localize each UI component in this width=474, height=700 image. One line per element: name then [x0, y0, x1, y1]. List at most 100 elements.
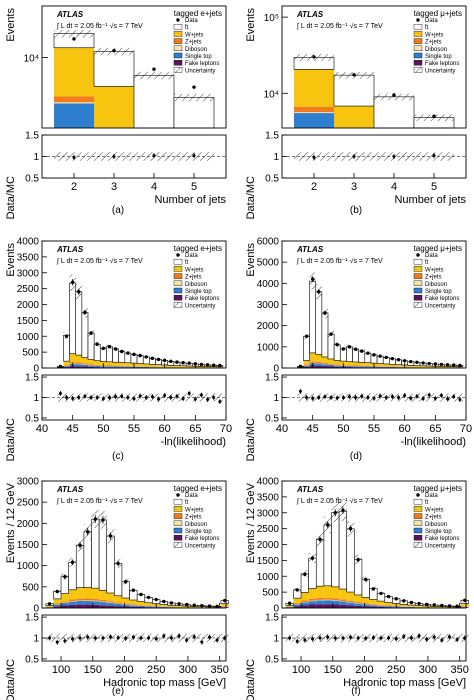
ratio-point [378, 394, 382, 398]
bar-singletop [112, 366, 119, 368]
bar-zjets [358, 365, 365, 367]
panel-c: 0 500 1000 1500 2000 2500 3000 3500 4000 0.5 1 1.5 4… [5, 237, 232, 463]
bar-diboson [91, 600, 100, 602]
bar-zjets [75, 362, 82, 364]
bar-singletop [114, 603, 122, 607]
ratio-point [341, 396, 345, 399]
bar-singletop [460, 606, 469, 608]
bar-fakeleptons [61, 605, 69, 608]
data-point [347, 345, 352, 349]
bar-tt [112, 348, 119, 363]
bar-wjets [210, 366, 217, 368]
legend-swatch-uncertainty [173, 67, 183, 73]
bar-singletop [68, 601, 77, 605]
ratio-point [192, 154, 196, 158]
ratio-point [101, 397, 105, 401]
bar-wjets [315, 354, 322, 362]
uncertainty-band [54, 30, 94, 38]
bar-fakeleptons [129, 606, 138, 608]
ratio-tick-label: 1 [273, 634, 279, 645]
legend-label: Data [185, 18, 198, 24]
bar-tt [81, 312, 89, 358]
legend-swatch [173, 259, 183, 265]
bar-tt [354, 559, 363, 596]
y-tick-label: 4000 [257, 279, 280, 290]
data-point [417, 601, 421, 606]
data-point [156, 357, 161, 362]
bar-wjets [118, 362, 125, 366]
data-point [432, 603, 436, 607]
bar-singletop [377, 366, 384, 368]
ratio-point [95, 396, 99, 399]
data-point [55, 589, 59, 594]
x-tick-label: 70 [220, 423, 232, 435]
ratio-point [288, 636, 292, 640]
bar-wjets [407, 605, 416, 607]
lumi-label: ∫ L dt = 2.05 fb⁻¹ √s = 7 TeV [56, 497, 143, 505]
data-point [394, 597, 398, 601]
legend-label: Data [425, 493, 438, 499]
bar-tt [133, 75, 175, 129]
ratio-point [349, 635, 353, 639]
bar-wjets [149, 364, 156, 367]
bar-wjets [216, 366, 223, 368]
data-point [85, 530, 90, 534]
x-axis-label: Hadronic top mass [GeV] [343, 677, 466, 689]
legend-swatch [413, 295, 423, 301]
y-tick-label: 4000 [17, 237, 40, 248]
bar-zjets [316, 597, 324, 600]
bar-tt [114, 563, 123, 597]
channel-label: tagged e+jets [174, 9, 222, 18]
bar-singletop [99, 602, 107, 606]
ratio-point [126, 396, 130, 399]
legend-swatch [413, 38, 423, 44]
y-tick-label: 0 [33, 364, 39, 375]
ratio-point [181, 397, 185, 401]
y-tick-label: 0 [33, 604, 39, 615]
bar-singletop [334, 365, 341, 367]
data-point [113, 347, 118, 351]
bar-wjets [334, 106, 374, 128]
ratio-point [354, 396, 358, 399]
bar-wjets [413, 365, 420, 368]
data-point [421, 361, 425, 365]
bar-zjets [354, 602, 362, 604]
bar-fakeleptons [334, 366, 341, 368]
legend-marker-data [176, 18, 180, 22]
bar-singletop [160, 606, 168, 608]
y-tick-label: 2500 [17, 284, 40, 295]
x-tick-label: 5 [431, 181, 437, 193]
data-point [138, 353, 142, 358]
bar-singletop [383, 366, 390, 368]
data-point [360, 349, 364, 353]
bar-tt [352, 348, 359, 363]
ratio-point [157, 397, 161, 401]
bar-singletop [144, 606, 153, 608]
y-tick-label: 500 [22, 582, 39, 593]
bar-diboson [323, 599, 332, 601]
bar-singletop [91, 601, 100, 605]
bar-tt [315, 539, 325, 587]
legend-label: Single top [185, 54, 212, 60]
bar-zjets [364, 365, 371, 367]
ratio-point [55, 640, 59, 644]
ratio-point [347, 395, 351, 399]
legend-swatch [173, 38, 183, 44]
ratio-uncertainty-band [57, 393, 64, 402]
x-tick-label: 200 [355, 664, 373, 676]
legend-swatch [173, 295, 183, 301]
ratio-point [86, 635, 90, 639]
ratio-point [403, 393, 407, 397]
data-point [200, 603, 204, 608]
bar-singletop [137, 366, 144, 368]
legend-label: Uncertainty [185, 543, 215, 549]
bar-singletop [358, 366, 365, 368]
bar-fakeleptons [346, 605, 355, 608]
ratio-point [402, 634, 406, 638]
bar-zjets [339, 599, 347, 602]
bar-zjets [91, 598, 100, 601]
legend-label: Uncertainty [425, 68, 455, 74]
data-point [152, 67, 156, 71]
bar-singletop [364, 366, 371, 368]
bar-zjets [315, 361, 322, 364]
